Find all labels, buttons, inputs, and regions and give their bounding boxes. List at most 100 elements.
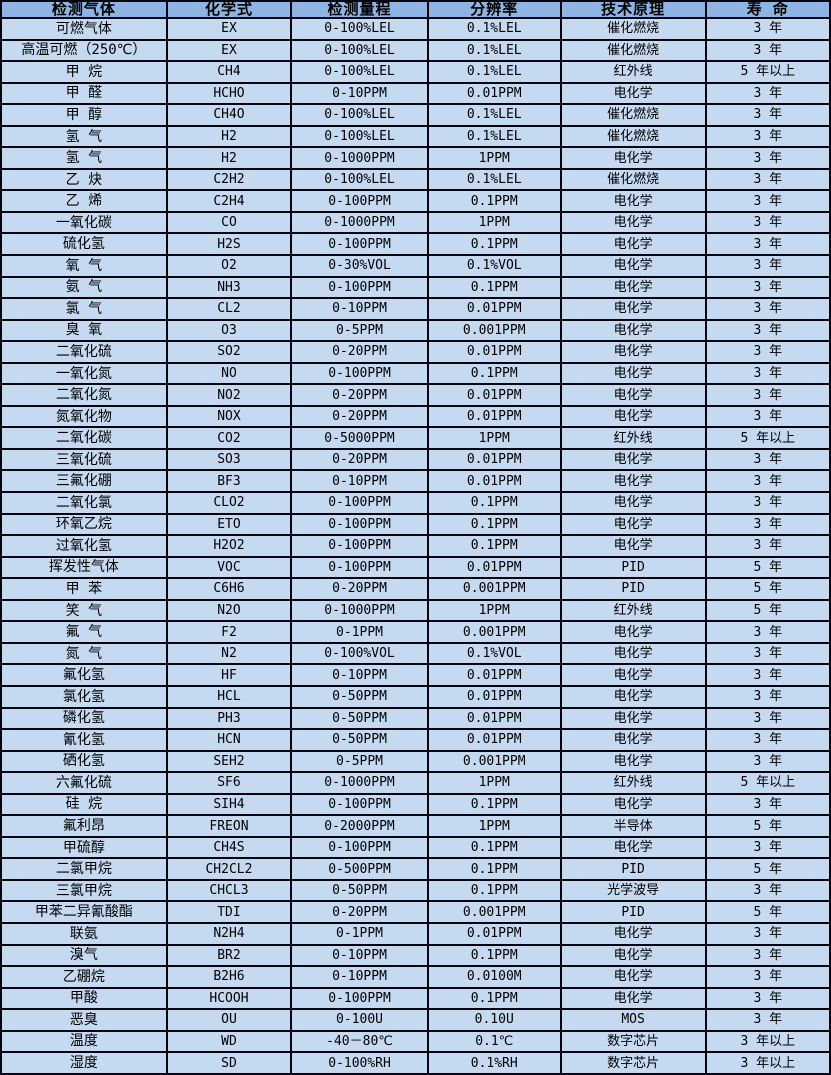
cell-principle: 催化燃烧 bbox=[559, 17, 707, 41]
cell-range: 0-20PPM bbox=[290, 447, 429, 472]
cell-resolution: 0.1%LEL bbox=[426, 103, 562, 127]
cell-principle: 红外线 bbox=[559, 60, 707, 84]
cell-principle: 电化学 bbox=[559, 512, 707, 537]
table-row: 挥发性气体 VOC 0-100PPM 0.01PPM PID 5 年 bbox=[0, 555, 831, 580]
cell-principle: 电化学 bbox=[559, 210, 707, 235]
cell-gas-name: 硫化氢 bbox=[0, 232, 168, 256]
cell-lifespan: 5 年 bbox=[704, 857, 831, 881]
cell-principle: 电化学 bbox=[559, 986, 707, 1011]
cell-range: 0-100PPM bbox=[290, 555, 429, 580]
cell-formula: SO2 bbox=[165, 340, 293, 364]
table-row: 六氟化硫 SF6 0-1000PPM 1PPM 红外线 5 年以上 bbox=[0, 771, 831, 795]
cell-principle: 红外线 bbox=[559, 598, 707, 623]
cell-resolution: 0.01PPM bbox=[426, 81, 562, 106]
cell-range: 0-2000PPM bbox=[290, 814, 429, 838]
cell-formula: CHCL3 bbox=[165, 878, 293, 903]
cell-formula: HCN bbox=[165, 728, 293, 752]
cell-gas-name: 可燃气体 bbox=[0, 17, 168, 41]
table-row: 恶臭 OU 0-100U 0.10U MOS 3 年 bbox=[0, 1008, 831, 1032]
cell-formula: H2O2 bbox=[165, 534, 293, 558]
cell-gas-name: 一氧化氮 bbox=[0, 361, 168, 386]
cell-range: 0-1000PPM bbox=[290, 771, 429, 795]
cell-lifespan: 3 年 bbox=[704, 943, 831, 968]
table-row: 联氨 N2H4 0-1PPM 0.01PPM 电化学 3 年 bbox=[0, 921, 831, 946]
cell-principle: 催化燃烧 bbox=[559, 103, 707, 127]
cell-formula: HF bbox=[165, 663, 293, 687]
cell-resolution: 0.1PPM bbox=[426, 232, 562, 256]
cell-lifespan: 3 年 bbox=[704, 318, 831, 343]
cell-lifespan: 3 年 bbox=[704, 728, 831, 752]
cell-lifespan: 5 年 bbox=[704, 555, 831, 580]
cell-resolution: 0.01PPM bbox=[426, 921, 562, 946]
cell-lifespan: 3 年 bbox=[704, 340, 831, 364]
cell-range: 0-100%RH bbox=[290, 1051, 429, 1075]
cell-lifespan: 3 年 bbox=[704, 404, 831, 429]
cell-range: 0-100%LEL bbox=[290, 17, 429, 41]
cell-resolution: 0.01PPM bbox=[426, 340, 562, 364]
cell-lifespan: 3 年 bbox=[704, 447, 831, 472]
cell-gas-name: 甲 苯 bbox=[0, 577, 168, 601]
cell-principle: 电化学 bbox=[559, 641, 707, 666]
cell-lifespan: 5 年以上 bbox=[704, 60, 831, 84]
cell-resolution: 0.1PPM bbox=[426, 491, 562, 515]
cell-range: 0-100%LEL bbox=[290, 103, 429, 127]
cell-gas-name: 温度 bbox=[0, 1029, 168, 1054]
table-row: 环氧乙烷 ETO 0-100PPM 0.1PPM 电化学 3 年 bbox=[0, 512, 831, 537]
cell-formula: BF3 bbox=[165, 469, 293, 494]
table-row: 笑 气 N2O 0-1000PPM 1PPM 红外线 5 年 bbox=[0, 598, 831, 623]
cell-principle: 半导体 bbox=[559, 814, 707, 838]
cell-principle: PID bbox=[559, 857, 707, 881]
cell-lifespan: 5 年 bbox=[704, 900, 831, 924]
cell-principle: 数字芯片 bbox=[559, 1029, 707, 1054]
table-row: 甲 醛 HCHO 0-10PPM 0.01PPM 电化学 3 年 bbox=[0, 81, 831, 106]
cell-principle: 催化燃烧 bbox=[559, 124, 707, 149]
cell-resolution: 0.1%LEL bbox=[426, 167, 562, 192]
cell-formula: N2 bbox=[165, 641, 293, 666]
cell-principle: 电化学 bbox=[559, 663, 707, 687]
table-row: 溴气 BR2 0-10PPM 0.1PPM 电化学 3 年 bbox=[0, 943, 831, 968]
cell-range: 0-1PPM bbox=[290, 620, 429, 644]
header-cell-range: 检测量程 bbox=[290, 0, 429, 19]
cell-resolution: 0.1%LEL bbox=[426, 124, 562, 149]
cell-gas-name: 挥发性气体 bbox=[0, 555, 168, 580]
cell-principle: 电化学 bbox=[559, 447, 707, 472]
cell-resolution: 0.1%LEL bbox=[426, 60, 562, 84]
table-row: 乙 炔 C2H2 0-100%LEL 0.1%LEL 催化燃烧 3 年 bbox=[0, 167, 831, 192]
table-row: 氢 气 H2 0-1000PPM 1PPM 电化学 3 年 bbox=[0, 146, 831, 170]
cell-range: 0-20PPM bbox=[290, 340, 429, 364]
cell-principle: 电化学 bbox=[559, 275, 707, 300]
cell-principle: 电化学 bbox=[559, 254, 707, 278]
cell-range: 0-20PPM bbox=[290, 577, 429, 601]
cell-range: 0-20PPM bbox=[290, 383, 429, 407]
cell-formula: N2O bbox=[165, 598, 293, 623]
cell-resolution: 1PPM bbox=[426, 814, 562, 838]
cell-resolution: 1PPM bbox=[426, 146, 562, 170]
cell-formula: C2H2 bbox=[165, 167, 293, 192]
cell-lifespan: 3 年 bbox=[704, 189, 831, 213]
cell-formula: PH3 bbox=[165, 706, 293, 731]
cell-principle: 电化学 bbox=[559, 728, 707, 752]
cell-resolution: 0.001PPM bbox=[426, 620, 562, 644]
cell-range: 0-1PPM bbox=[290, 921, 429, 946]
cell-principle: 电化学 bbox=[559, 340, 707, 364]
cell-formula: OU bbox=[165, 1008, 293, 1032]
cell-lifespan: 5 年以上 bbox=[704, 426, 831, 450]
cell-resolution: 0.001PPM bbox=[426, 749, 562, 774]
cell-lifespan: 3 年 bbox=[704, 17, 831, 41]
cell-lifespan: 3 年 bbox=[704, 749, 831, 774]
cell-formula: CH2CL2 bbox=[165, 857, 293, 881]
cell-lifespan: 3 年 bbox=[704, 275, 831, 300]
cell-principle: 电化学 bbox=[559, 383, 707, 407]
cell-range: 0-10PPM bbox=[290, 81, 429, 106]
cell-resolution: 1PPM bbox=[426, 426, 562, 450]
cell-lifespan: 3 年 bbox=[704, 167, 831, 192]
cell-resolution: 0.1PPM bbox=[426, 275, 562, 300]
cell-gas-name: 二氯甲烷 bbox=[0, 857, 168, 881]
cell-formula: HCOOH bbox=[165, 986, 293, 1011]
cell-resolution: 0.01PPM bbox=[426, 555, 562, 580]
cell-gas-name: 氰化氢 bbox=[0, 728, 168, 752]
cell-lifespan: 3 年 bbox=[704, 146, 831, 170]
header-cell-gas: 检测气体 bbox=[0, 0, 168, 19]
cell-lifespan: 3 年 bbox=[704, 1008, 831, 1032]
cell-formula: HCHO bbox=[165, 81, 293, 106]
